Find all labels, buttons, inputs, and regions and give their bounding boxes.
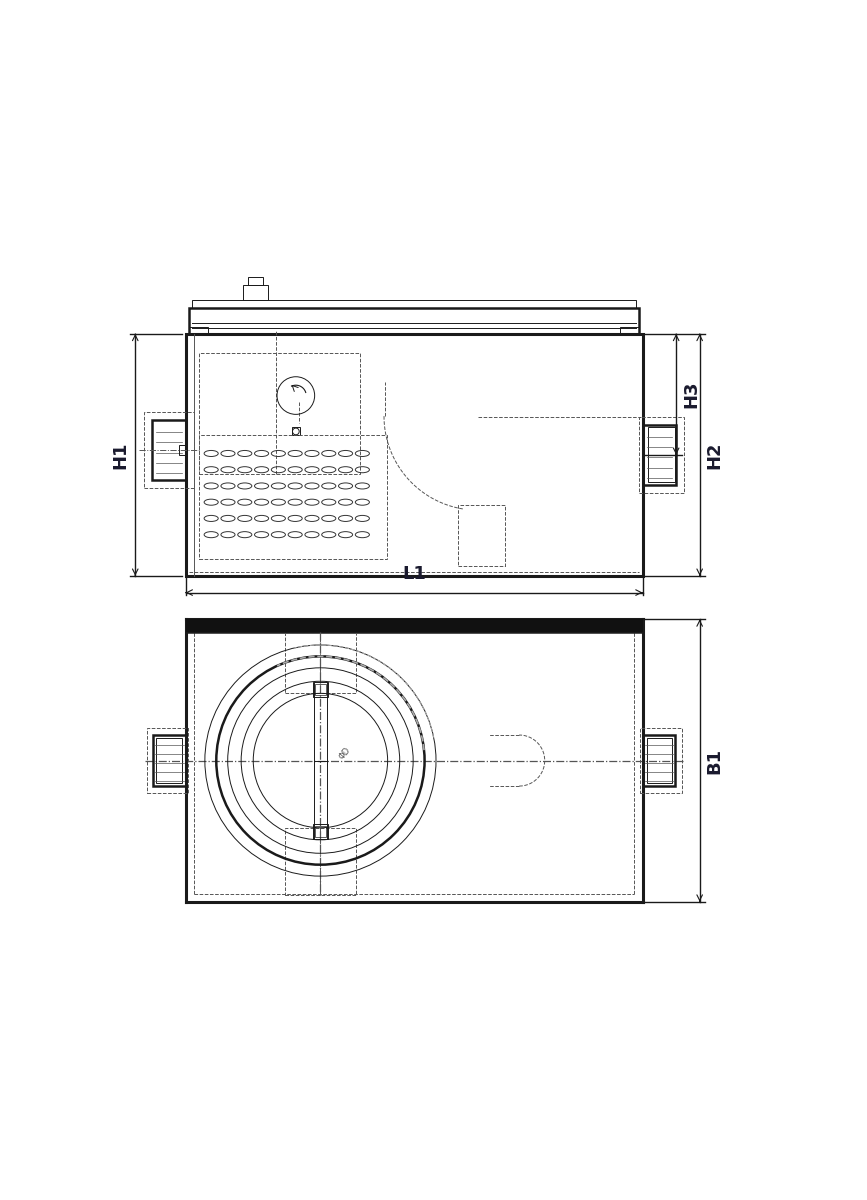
- Bar: [621, 328, 639, 334]
- Text: H3: H3: [682, 380, 700, 408]
- Bar: [156, 738, 181, 784]
- Bar: [179, 445, 186, 455]
- Bar: [189, 308, 639, 334]
- Bar: [199, 353, 361, 474]
- Bar: [315, 827, 326, 838]
- Bar: [647, 738, 672, 784]
- Text: H1: H1: [112, 442, 129, 468]
- Bar: [642, 736, 675, 786]
- Bar: [315, 684, 326, 695]
- Bar: [292, 427, 300, 436]
- Bar: [147, 728, 188, 793]
- Bar: [248, 277, 263, 286]
- Bar: [285, 828, 355, 895]
- Bar: [192, 300, 636, 308]
- Bar: [638, 416, 684, 493]
- Bar: [144, 412, 193, 488]
- Bar: [642, 425, 676, 485]
- Bar: [153, 736, 186, 786]
- Text: H2: H2: [706, 442, 723, 468]
- Bar: [313, 824, 328, 839]
- Bar: [648, 427, 675, 482]
- Text: ΦD: ΦD: [337, 746, 353, 762]
- Bar: [285, 632, 355, 694]
- Text: B1: B1: [706, 748, 723, 774]
- Text: L1: L1: [402, 565, 426, 583]
- Bar: [640, 728, 681, 793]
- Bar: [313, 682, 328, 697]
- Bar: [189, 328, 208, 334]
- Bar: [152, 420, 186, 480]
- Bar: [186, 334, 642, 576]
- Bar: [243, 286, 268, 300]
- Bar: [199, 434, 388, 559]
- Bar: [186, 619, 642, 631]
- Bar: [458, 505, 505, 565]
